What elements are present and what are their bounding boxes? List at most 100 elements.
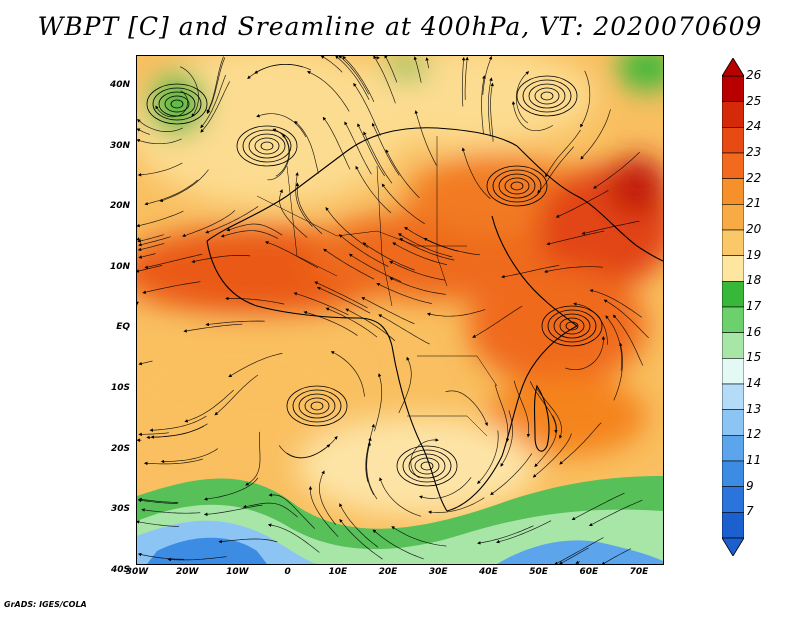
streamline <box>385 149 420 198</box>
streamline <box>200 74 227 129</box>
colorbar-label: 21 <box>746 196 762 211</box>
streamline <box>167 556 227 562</box>
colorbar-cell <box>722 255 744 282</box>
colorbar-label: 15 <box>746 350 762 365</box>
map-title: WBPT [C] and Sreamline at 400hPa, VT: 20… <box>37 12 763 41</box>
streamline <box>137 243 165 252</box>
streamline <box>242 502 298 518</box>
streamline <box>137 162 183 177</box>
streamline <box>203 504 263 516</box>
colorbar-cell <box>722 460 744 487</box>
streamline <box>477 430 499 485</box>
streamline <box>293 292 349 316</box>
streamline <box>138 253 156 259</box>
streamline <box>487 77 493 137</box>
streamline <box>398 233 453 258</box>
streamline <box>404 226 458 252</box>
streamline <box>603 299 649 339</box>
colorbar-label: 25 <box>746 93 762 108</box>
streamline <box>137 498 178 504</box>
vortex-ring <box>236 125 298 167</box>
streamline-layer <box>137 56 649 564</box>
colorbar-cell <box>722 409 744 436</box>
streamline <box>138 360 153 366</box>
streamline <box>228 353 283 378</box>
colorbar-label: 23 <box>746 145 762 159</box>
map-panel <box>136 55 664 565</box>
lat-label: 30S <box>110 504 130 515</box>
streamline <box>294 120 319 174</box>
streamline <box>149 415 207 432</box>
colorbar-top-arrow <box>722 58 744 77</box>
streamline <box>137 118 183 132</box>
streamline <box>472 305 523 338</box>
streamline <box>413 56 422 83</box>
streamline <box>144 253 203 269</box>
colorbar-label: 12 <box>746 427 762 442</box>
streamline <box>534 415 557 468</box>
lat-label: 40S <box>110 564 130 575</box>
streamline <box>200 81 231 133</box>
vortex-ring <box>286 385 348 427</box>
vortex-ring <box>146 83 208 125</box>
vortex-ring <box>540 91 554 101</box>
streamline <box>374 373 383 432</box>
colorbar-cell <box>722 204 744 231</box>
lon-label: 20W <box>175 567 199 577</box>
vortex-ring <box>553 313 591 339</box>
streamline <box>392 242 448 266</box>
streamline <box>272 128 290 177</box>
vortex-ring <box>292 389 342 423</box>
lat-label: 40N <box>109 80 130 90</box>
streamline <box>366 442 378 500</box>
streamline <box>295 171 313 227</box>
streamline <box>339 503 379 548</box>
vortex-ring <box>492 169 542 203</box>
streamline <box>427 497 485 514</box>
streamline <box>555 189 609 218</box>
streamline <box>142 281 201 294</box>
streamline <box>323 248 375 280</box>
streamline <box>137 210 184 228</box>
streamline <box>322 116 351 170</box>
colorbar-cell <box>722 486 744 513</box>
lon-label: 0 <box>284 567 291 577</box>
streamline <box>267 133 290 181</box>
streamline <box>214 374 259 416</box>
streamline <box>419 477 472 499</box>
streamline <box>490 453 533 496</box>
streamline <box>379 477 422 517</box>
streamline <box>206 56 224 114</box>
vortex-ring <box>260 141 274 151</box>
vortex-ring <box>420 461 434 471</box>
streamline <box>218 538 278 544</box>
streamline <box>330 351 365 397</box>
vortex-ring <box>486 165 548 207</box>
vortex-ring <box>310 401 324 411</box>
streamline <box>278 444 331 459</box>
vortex-ring <box>559 317 585 335</box>
vortex-ring <box>158 91 196 117</box>
streamline <box>137 265 163 273</box>
streamline <box>580 109 611 160</box>
streamline <box>308 485 339 537</box>
streamline <box>389 277 447 295</box>
streamline <box>361 297 415 325</box>
lat-label: 10S <box>110 383 130 393</box>
colorbar-label: 17 <box>746 299 762 313</box>
vortex-ring <box>152 87 202 121</box>
streamline <box>425 57 430 69</box>
coastline-outline <box>206 127 663 512</box>
colorbar-cell <box>722 383 744 410</box>
streamline <box>376 282 432 304</box>
streamline <box>316 286 371 314</box>
streamline <box>159 169 209 203</box>
lon-label: 10W <box>226 567 249 577</box>
vortex-ring <box>164 95 190 113</box>
streamline <box>545 129 581 178</box>
streamline <box>605 315 623 371</box>
streamline <box>206 57 226 114</box>
streamline <box>477 525 534 545</box>
vortex-ring <box>534 87 560 105</box>
colorbar-cell <box>722 229 744 256</box>
